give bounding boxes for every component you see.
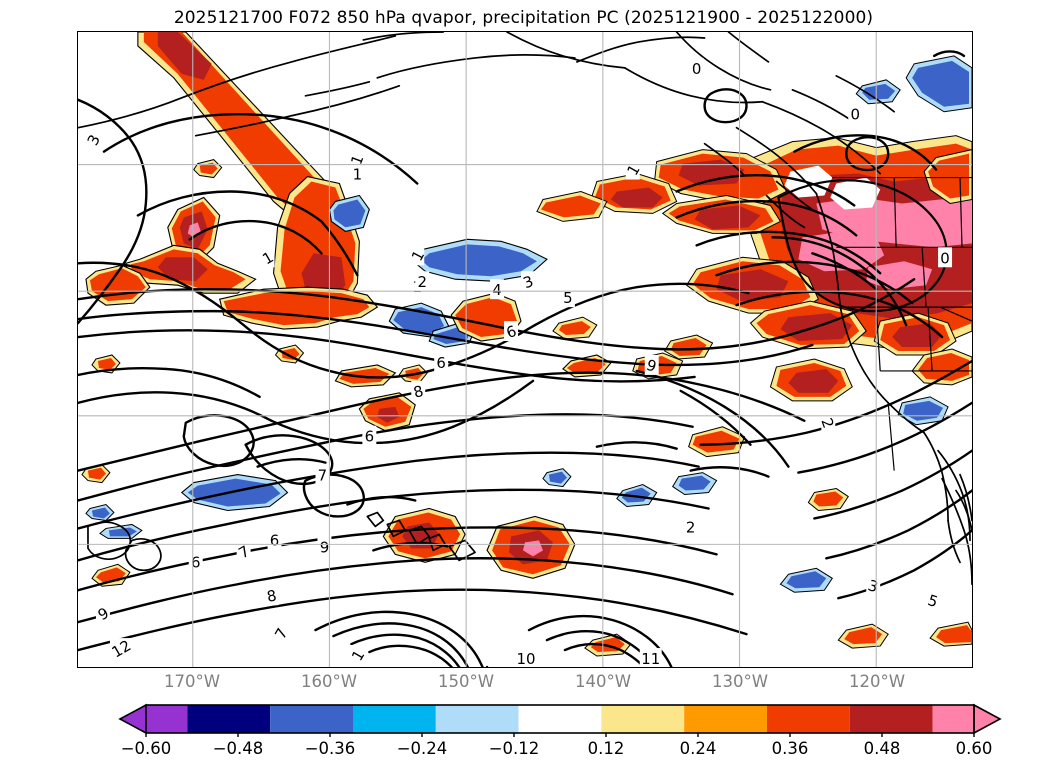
cbar-tick-0.36: 0.36	[771, 739, 809, 758]
map-contour-canvas: 3 1 1 1 1	[78, 32, 972, 667]
cbar-tick--0.48: −0.48	[212, 739, 264, 758]
svg-text:6: 6	[270, 531, 280, 549]
cbar-tick-0.24: 0.24	[679, 739, 717, 758]
cbar-tick--0.12: −0.12	[488, 739, 540, 758]
colorbar-swatches	[118, 703, 1002, 737]
coastlines	[78, 32, 972, 586]
svg-text:10: 10	[516, 650, 535, 667]
svg-text:0: 0	[692, 60, 702, 78]
svg-text:6: 6	[436, 354, 446, 372]
cbar-tick--0.24: −0.24	[396, 739, 448, 758]
svg-text:8: 8	[412, 382, 426, 402]
xtick-label-150w: 150°W	[437, 672, 495, 691]
precip-patch-ca-coast	[685, 256, 867, 350]
xtick-label-120w: 120°W	[848, 672, 906, 691]
map-plot-area[interactable]: 3 1 1 1 1	[77, 31, 973, 668]
svg-text:9: 9	[320, 538, 330, 556]
svg-text:2: 2	[686, 518, 696, 536]
contour-inline-labels: 3 1 1 1 1	[84, 57, 953, 667]
svg-text:4: 4	[492, 281, 502, 299]
svg-text:1: 1	[353, 166, 363, 184]
svg-text:6: 6	[365, 428, 375, 446]
cbar-tick-0.12: 0.12	[587, 739, 625, 758]
svg-text:0: 0	[940, 249, 950, 267]
qvapor-contours	[78, 50, 972, 667]
svg-text:2: 2	[417, 273, 427, 291]
cbar-tick--0.36: −0.36	[304, 739, 356, 758]
precip-patch-bc-coast	[536, 149, 788, 234]
cbar-tick-0.60: 0.60	[955, 739, 993, 758]
svg-text:7: 7	[318, 467, 328, 485]
svg-text:11: 11	[641, 650, 660, 667]
xtick-label-130w: 130°W	[711, 672, 769, 691]
xtick-label-160w: 160°W	[300, 672, 358, 691]
precip-patch-band-40n	[219, 286, 379, 330]
xtick-label-140w: 140°W	[574, 672, 632, 691]
cbar-tick-0.48: 0.48	[863, 739, 901, 758]
xtick-label-170w: 170°W	[163, 672, 221, 691]
page-title: 2025121700 F072 850 hPa qvapor, precipit…	[173, 8, 874, 28]
svg-text:5: 5	[563, 289, 573, 307]
svg-text:8: 8	[265, 587, 278, 606]
svg-text:6: 6	[191, 553, 201, 571]
precip-patch-speckles	[81, 159, 972, 657]
precip-patch-midpac-small	[334, 354, 612, 388]
precip-patch-westpac-2	[85, 244, 257, 306]
svg-text:0: 0	[851, 106, 861, 124]
precip-patch-blue-central	[412, 238, 548, 282]
colorbar[interactable]	[0, 703, 1047, 737]
cbar-tick--0.60: −0.60	[120, 739, 172, 758]
precip-patch-blue-ne	[855, 55, 972, 113]
precip-patch-orange-20n	[486, 515, 576, 579]
